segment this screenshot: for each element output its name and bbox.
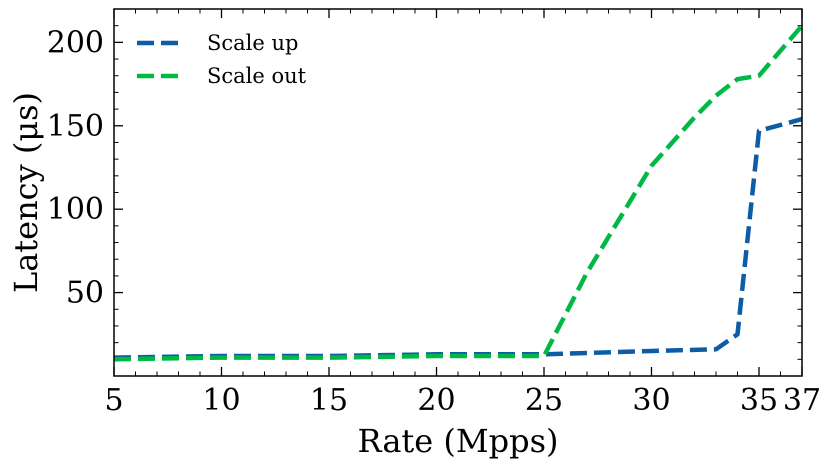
tick-labels: 5 10 15 20 25 30 35 37 50 100 150 200 — [47, 25, 821, 418]
plot-frame — [113, 8, 803, 377]
series-line-scale-out — [114, 24, 802, 362]
x-tick-label: 20 — [417, 383, 455, 418]
series-line-scale-up — [114, 116, 802, 360]
legend-label: Scale out — [207, 64, 307, 88]
x-axis-title: Rate (Mpps) — [358, 422, 559, 460]
legend: Scale up Scale out — [137, 31, 307, 88]
x-tick-label: 15 — [310, 383, 348, 418]
y-tick-label: 50 — [66, 276, 104, 311]
x-tick-label: 5 — [104, 383, 123, 418]
y-tick-label: 200 — [47, 25, 104, 60]
x-tick-label: 30 — [632, 383, 670, 418]
y-tick-label: 150 — [47, 109, 104, 144]
legend-label: Scale up — [207, 31, 298, 55]
x-tick-label: 25 — [525, 383, 563, 418]
x-tick-label: 10 — [202, 383, 240, 418]
x-tick-label: 35 — [740, 383, 778, 418]
y-axis-title: Latency (μs) — [7, 92, 45, 293]
series-lines — [114, 24, 802, 362]
axis-ticks — [113, 9, 803, 376]
x-tick-label: 37 — [783, 383, 821, 418]
y-tick-label: 100 — [47, 192, 104, 227]
